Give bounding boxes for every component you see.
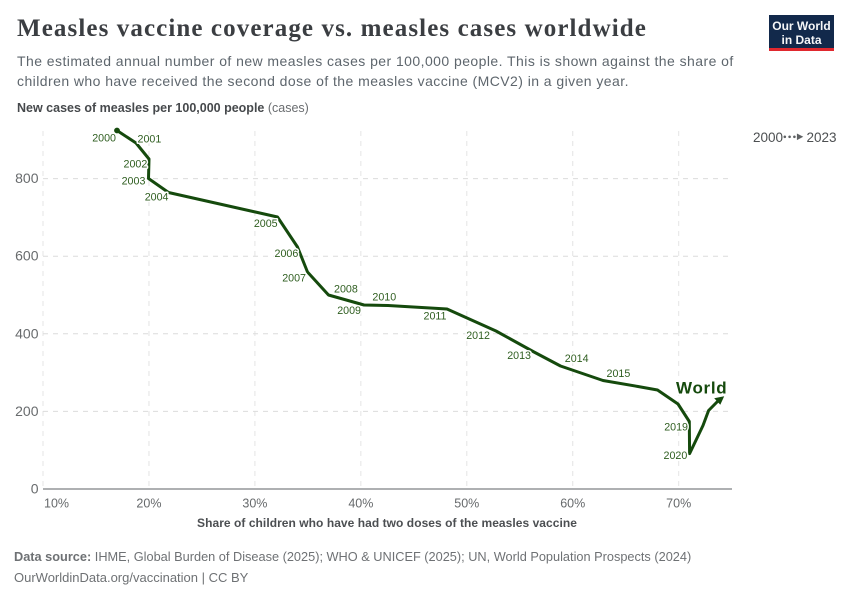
svg-text:400: 400	[15, 325, 39, 341]
svg-text:2011: 2011	[424, 310, 447, 322]
svg-text:60%: 60%	[560, 497, 585, 511]
svg-text:2003: 2003	[122, 175, 146, 187]
svg-text:30%: 30%	[242, 497, 267, 511]
svg-text:10%: 10%	[44, 497, 69, 511]
svg-text:2014: 2014	[565, 353, 589, 365]
svg-text:2002: 2002	[124, 159, 148, 171]
svg-text:2023: 2023	[807, 130, 837, 145]
svg-text:200: 200	[15, 403, 39, 419]
svg-text:50%: 50%	[454, 497, 479, 511]
svg-text:2004: 2004	[145, 192, 169, 204]
svg-text:20%: 20%	[136, 497, 161, 511]
svg-text:2008: 2008	[334, 284, 358, 296]
svg-text:2009: 2009	[337, 305, 361, 317]
svg-text:2005: 2005	[254, 218, 278, 230]
svg-text:70%: 70%	[666, 497, 691, 511]
svg-text:2020: 2020	[664, 450, 688, 462]
svg-text:2007: 2007	[282, 273, 306, 285]
svg-text:600: 600	[15, 248, 39, 264]
svg-text:2001: 2001	[138, 134, 162, 146]
svg-text:2013: 2013	[507, 350, 531, 362]
svg-text:2012: 2012	[466, 330, 490, 342]
svg-text:World: World	[676, 379, 727, 398]
svg-text:0: 0	[31, 481, 39, 497]
svg-text:2010: 2010	[372, 291, 396, 303]
svg-text:2019: 2019	[664, 421, 688, 433]
svg-text:2015: 2015	[607, 368, 631, 380]
svg-text:2000: 2000	[753, 130, 783, 145]
svg-text:2006: 2006	[275, 248, 299, 260]
svg-text:2000: 2000	[92, 132, 116, 144]
svg-text:40%: 40%	[348, 497, 373, 511]
svg-text:800: 800	[15, 170, 39, 186]
